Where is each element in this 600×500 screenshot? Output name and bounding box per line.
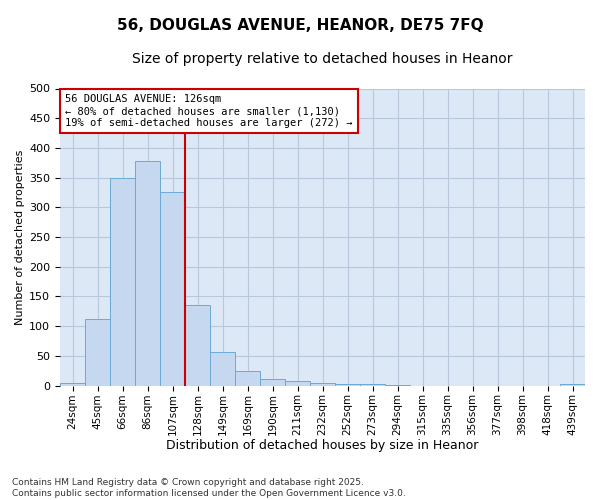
Text: 56, DOUGLAS AVENUE, HEANOR, DE75 7FQ: 56, DOUGLAS AVENUE, HEANOR, DE75 7FQ [116, 18, 484, 32]
Y-axis label: Number of detached properties: Number of detached properties [15, 150, 25, 324]
Bar [335, 384, 360, 386]
Text: 56 DOUGLAS AVENUE: 126sqm
← 80% of detached houses are smaller (1,130)
19% of se: 56 DOUGLAS AVENUE: 126sqm ← 80% of detac… [65, 94, 353, 128]
Bar [160, 192, 185, 386]
Bar [360, 384, 385, 386]
Text: Contains HM Land Registry data © Crown copyright and database right 2025.
Contai: Contains HM Land Registry data © Crown c… [12, 478, 406, 498]
Bar [110, 178, 135, 386]
Bar [310, 383, 335, 386]
Bar [235, 370, 260, 386]
Bar [85, 319, 110, 386]
Bar [210, 352, 235, 386]
Bar [135, 161, 160, 386]
Bar [60, 382, 85, 386]
Bar [385, 385, 410, 386]
Bar [185, 306, 210, 386]
Title: Size of property relative to detached houses in Heanor: Size of property relative to detached ho… [132, 52, 513, 66]
Bar [285, 381, 310, 386]
X-axis label: Distribution of detached houses by size in Heanor: Distribution of detached houses by size … [166, 440, 479, 452]
Bar [260, 379, 285, 386]
Bar [560, 384, 585, 386]
